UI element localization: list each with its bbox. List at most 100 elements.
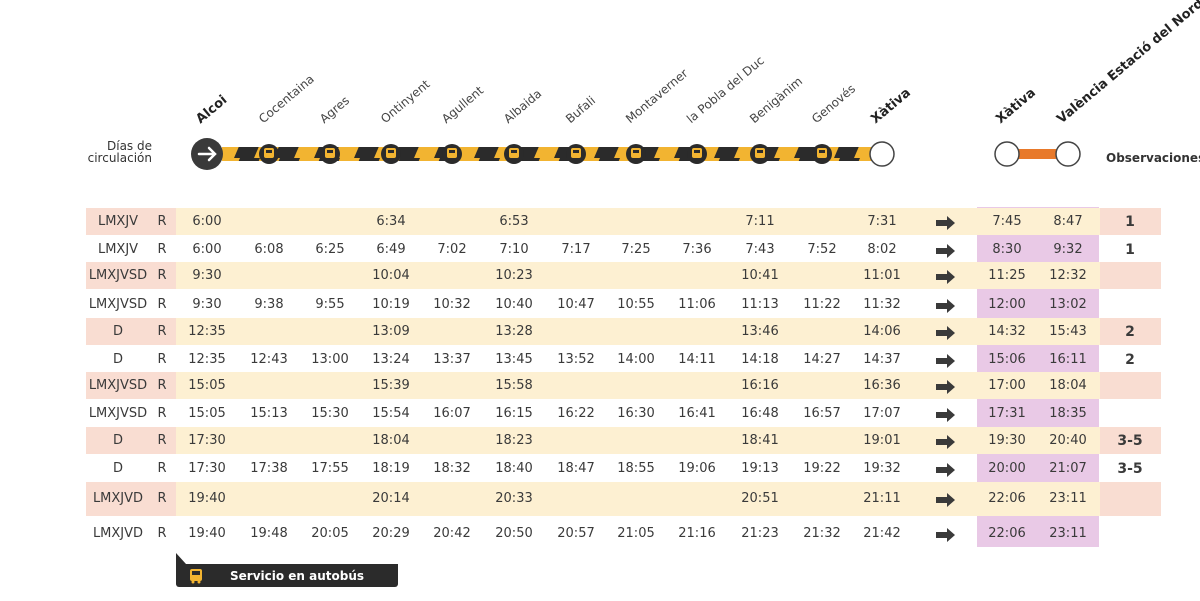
- time-cell: 21:11: [863, 491, 901, 506]
- train-time-cell: 20:40: [1049, 433, 1087, 448]
- time-cell: 6:00: [192, 242, 222, 257]
- bus-stop-icon: [320, 144, 340, 164]
- train-time-cell: 17:00: [988, 378, 1026, 393]
- obs-cell-bg: [1100, 262, 1161, 289]
- time-cell: 20:57: [557, 526, 595, 541]
- days-cell: LMXJVSD: [88, 406, 148, 421]
- train-time-cell: 18:04: [1049, 378, 1087, 393]
- days-cell: LMXJVD: [92, 526, 144, 541]
- time-cell: 13:46: [741, 324, 779, 339]
- days-cell: LMXJV: [97, 242, 139, 257]
- origin-arrow-icon: [191, 138, 223, 170]
- train-time-cell: 15:06: [988, 352, 1026, 367]
- time-cell: 21:05: [617, 526, 655, 541]
- time-cell: 16:48: [741, 406, 779, 421]
- time-cell: 16:57: [803, 406, 841, 421]
- time-cell: 10:04: [372, 268, 410, 283]
- time-cell: 9:30: [192, 268, 222, 283]
- station-label: Bufali: [563, 93, 599, 126]
- connection-arrow-icon: [936, 299, 955, 313]
- time-cell: 12:35: [188, 324, 226, 339]
- train-time-cell: 12:32: [1049, 268, 1087, 283]
- time-cell: 10:55: [617, 297, 655, 312]
- time-cell: 18:04: [372, 433, 410, 448]
- highlight-band: [86, 208, 1161, 235]
- connection-arrow-icon: [936, 493, 955, 507]
- regional-code: R: [157, 433, 167, 448]
- days-cell: LMXJVSD: [88, 268, 148, 283]
- time-cell: 10:23: [495, 268, 533, 283]
- time-cell: 19:40: [188, 526, 226, 541]
- time-cell: 11:13: [741, 297, 779, 312]
- time-cell: 17:38: [250, 461, 288, 476]
- time-cell: 15:58: [495, 378, 533, 393]
- time-cell: 20:50: [495, 526, 533, 541]
- time-cell: 16:30: [617, 406, 655, 421]
- observation-cell: 2: [1125, 352, 1135, 368]
- time-cell: 6:34: [376, 214, 406, 229]
- train-time-cell: 14:32: [988, 324, 1026, 339]
- bus-stop-icon: [566, 144, 586, 164]
- time-cell: 6:53: [499, 214, 529, 229]
- terminus-circle: [869, 141, 895, 167]
- station-label: Genovés: [809, 81, 859, 126]
- time-cell: 6:00: [192, 214, 222, 229]
- days-cell: LMXJVD: [92, 491, 144, 506]
- time-cell: 18:32: [433, 461, 471, 476]
- time-cell: 17:55: [311, 461, 349, 476]
- time-cell: 20:51: [741, 491, 779, 506]
- bus-stop-icon: [626, 144, 646, 164]
- time-cell: 7:31: [867, 214, 897, 229]
- time-cell: 7:43: [745, 242, 775, 257]
- time-cell: 7:52: [807, 242, 837, 257]
- observation-cell: 1: [1125, 214, 1135, 230]
- time-cell: 16:22: [557, 406, 595, 421]
- time-cell: 9:30: [192, 297, 222, 312]
- train-time-cell: 22:06: [988, 491, 1026, 506]
- time-cell: 13:37: [433, 352, 471, 367]
- days-cell: D: [112, 461, 123, 476]
- time-cell: 11:32: [863, 297, 901, 312]
- day-cell-bg: [86, 372, 176, 399]
- time-cell: 17:07: [863, 406, 901, 421]
- time-cell: 7:11: [745, 214, 775, 229]
- highlight-band: [86, 318, 1161, 345]
- bus-stop-icon: [259, 144, 279, 164]
- time-cell: 21:23: [741, 526, 779, 541]
- time-cell: 20:33: [495, 491, 533, 506]
- train-time-cell: 13:02: [1049, 297, 1087, 312]
- bus-icon: [190, 569, 202, 584]
- train-time-cell: 23:11: [1049, 491, 1087, 506]
- highlight-band: [86, 482, 1161, 516]
- time-cell: 13:45: [495, 352, 533, 367]
- regional-code: R: [157, 461, 167, 476]
- time-cell: 6:08: [254, 242, 284, 257]
- regional-code: R: [157, 352, 167, 367]
- train-time-cell: 20:00: [988, 461, 1026, 476]
- regional-code: R: [157, 378, 167, 393]
- connection-arrow-icon: [936, 435, 955, 449]
- legend-notch: [176, 553, 186, 564]
- time-cell: 11:22: [803, 297, 841, 312]
- time-cell: 7:36: [682, 242, 712, 257]
- obs-cell-bg: [1100, 208, 1161, 235]
- time-cell: 19:13: [741, 461, 779, 476]
- time-cell: 8:02: [867, 242, 897, 257]
- time-cell: 14:11: [678, 352, 716, 367]
- day-cell-bg: [86, 482, 176, 516]
- train-stop-circle: [1055, 141, 1081, 167]
- day-cell-bg: [86, 262, 176, 289]
- bus-stop-icon: [687, 144, 707, 164]
- time-cell: 19:40: [188, 491, 226, 506]
- bus-stop-icon: [750, 144, 770, 164]
- regional-code: R: [157, 214, 167, 229]
- train-station-label: València Estació del Nord: [1054, 0, 1200, 127]
- time-cell: 11:06: [678, 297, 716, 312]
- time-cell: 18:23: [495, 433, 533, 448]
- time-cell: 7:02: [437, 242, 467, 257]
- train-time-cell: 19:30: [988, 433, 1026, 448]
- train-route-line: [1005, 149, 1067, 159]
- route-diagram: [191, 138, 1081, 170]
- days-header-line1: Días de: [107, 139, 152, 153]
- station-label: Ontinyent: [378, 77, 433, 126]
